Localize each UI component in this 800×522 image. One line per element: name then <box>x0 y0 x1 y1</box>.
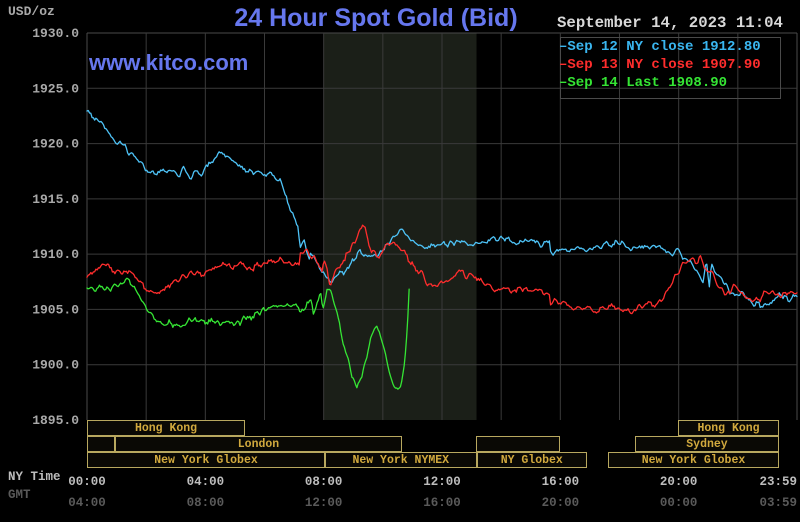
svg-text:1900.0: 1900.0 <box>32 358 79 373</box>
svg-text:23:59: 23:59 <box>759 475 797 489</box>
svg-text:08:00: 08:00 <box>305 475 343 489</box>
svg-text:1925.0: 1925.0 <box>32 81 79 96</box>
svg-text:08:00: 08:00 <box>187 496 225 510</box>
svg-text:GMT: GMT <box>8 488 31 502</box>
svg-text:12:00: 12:00 <box>305 496 343 510</box>
svg-text:NY Time: NY Time <box>8 470 61 484</box>
svg-text:20:00: 20:00 <box>542 496 580 510</box>
svg-text:1910.0: 1910.0 <box>32 247 79 262</box>
svg-text:00:00: 00:00 <box>660 496 698 510</box>
svg-text:03:59: 03:59 <box>759 496 797 510</box>
svg-text:16:00: 16:00 <box>423 496 461 510</box>
svg-text:12:00: 12:00 <box>423 475 461 489</box>
svg-text:1905.0: 1905.0 <box>32 302 79 317</box>
svg-text:00:00: 00:00 <box>68 475 106 489</box>
svg-text:1895.0: 1895.0 <box>32 413 79 428</box>
svg-text:1915.0: 1915.0 <box>32 192 79 207</box>
svg-text:1920.0: 1920.0 <box>32 137 79 152</box>
svg-text:20:00: 20:00 <box>660 475 698 489</box>
svg-text:04:00: 04:00 <box>187 475 225 489</box>
svg-text:16:00: 16:00 <box>542 475 580 489</box>
svg-text:04:00: 04:00 <box>68 496 106 510</box>
